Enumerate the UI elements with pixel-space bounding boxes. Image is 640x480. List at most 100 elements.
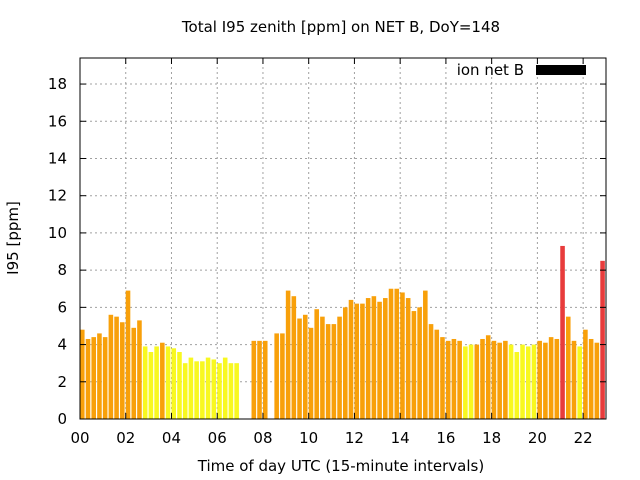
bar: [360, 303, 365, 419]
bar: [577, 346, 582, 419]
x-tick-label: 18: [482, 429, 501, 447]
bar: [485, 335, 491, 419]
bar: [463, 346, 468, 419]
y-tick-label: 18: [48, 75, 67, 93]
bar: [177, 352, 182, 419]
y-tick-label: 4: [57, 336, 67, 354]
legend-label: ion net B: [457, 61, 524, 79]
bar: [525, 346, 531, 419]
legend-swatch: [536, 65, 586, 75]
bar: [291, 296, 297, 419]
x-tick-label: 02: [116, 429, 135, 447]
bar: [228, 363, 234, 419]
bar: [234, 363, 239, 419]
bar: [377, 301, 382, 419]
bar: [537, 340, 542, 419]
bar: [274, 333, 279, 419]
bar: [114, 316, 119, 419]
bar: [480, 338, 485, 419]
x-tick-label: 06: [208, 429, 227, 447]
bar: [434, 329, 440, 419]
bar: [514, 352, 520, 419]
bar: [440, 337, 445, 419]
bar: [457, 340, 462, 419]
bar: [165, 346, 171, 419]
bar: [188, 357, 194, 419]
bar: [120, 322, 125, 419]
bar: [308, 327, 314, 419]
y-tick-label: 0: [57, 410, 67, 428]
bar: [508, 344, 514, 419]
bar: [348, 299, 354, 419]
bar: [365, 298, 371, 419]
bar: [285, 290, 291, 419]
bar: [251, 340, 257, 419]
bar: [205, 357, 211, 419]
bar: [451, 338, 457, 419]
bar: [194, 361, 199, 419]
bar: [394, 288, 400, 419]
bar: [182, 363, 188, 419]
axis-ticks: [79, 58, 606, 420]
y-tick-label: 10: [48, 224, 67, 242]
bar: [417, 307, 422, 419]
y-tick-labels: 0 2 4 6 8 10 12 14 16 18: [48, 75, 67, 428]
x-tick-label: 14: [391, 429, 410, 447]
bar-series: [80, 245, 605, 419]
bar: [548, 337, 554, 419]
chart-title: Total I95 zenith [ppm] on NET B, DoY=148: [181, 18, 500, 36]
bar: [428, 324, 434, 419]
bar: [371, 296, 377, 419]
bar: [211, 359, 217, 419]
legend: ion net B: [457, 61, 586, 79]
bar: [594, 342, 600, 419]
x-tick-label: 08: [253, 429, 272, 447]
bar: [137, 320, 142, 419]
bar: [565, 316, 571, 419]
bar: [600, 260, 605, 419]
bar: [280, 333, 285, 419]
bar: [503, 340, 508, 419]
x-tick-label: 20: [528, 429, 547, 447]
bar: [531, 344, 537, 419]
bar: [405, 298, 411, 419]
bar: [262, 340, 268, 419]
bar: [171, 348, 177, 419]
bar: [97, 333, 102, 419]
bar: [411, 311, 417, 419]
x-tick-label: 00: [70, 429, 89, 447]
bar: [85, 338, 91, 419]
bar: [102, 337, 108, 419]
x-axis-label: Time of day UTC (15-minute intervals): [197, 457, 484, 475]
bar: [200, 361, 205, 419]
bar: [423, 290, 428, 419]
bar: [468, 344, 474, 419]
plot-frame: [79, 57, 607, 420]
y-axis-label: I95 [ppm]: [4, 201, 22, 275]
bar: [297, 318, 302, 419]
bar: [400, 292, 405, 419]
x-tick-label: 22: [574, 429, 593, 447]
bar: [588, 338, 594, 419]
bar: [154, 346, 159, 419]
y-tick-label: 12: [48, 187, 67, 205]
bar: [108, 314, 114, 419]
x-tick-label: 04: [162, 429, 181, 447]
y-tick-label: 16: [48, 112, 67, 130]
bar: [325, 324, 331, 419]
bar: [571, 340, 577, 419]
bar: [217, 363, 222, 419]
x-tick-label: 12: [345, 429, 364, 447]
bar: [314, 309, 319, 419]
bar: [543, 342, 548, 419]
bar: [148, 352, 154, 419]
bar: [222, 357, 228, 419]
bar: [491, 340, 497, 419]
bar: [257, 340, 262, 419]
bar: [388, 288, 394, 419]
bar: [91, 337, 96, 419]
y-tick-label: 14: [48, 149, 67, 167]
y-tick-label: 6: [57, 298, 67, 316]
bar: [331, 324, 337, 419]
